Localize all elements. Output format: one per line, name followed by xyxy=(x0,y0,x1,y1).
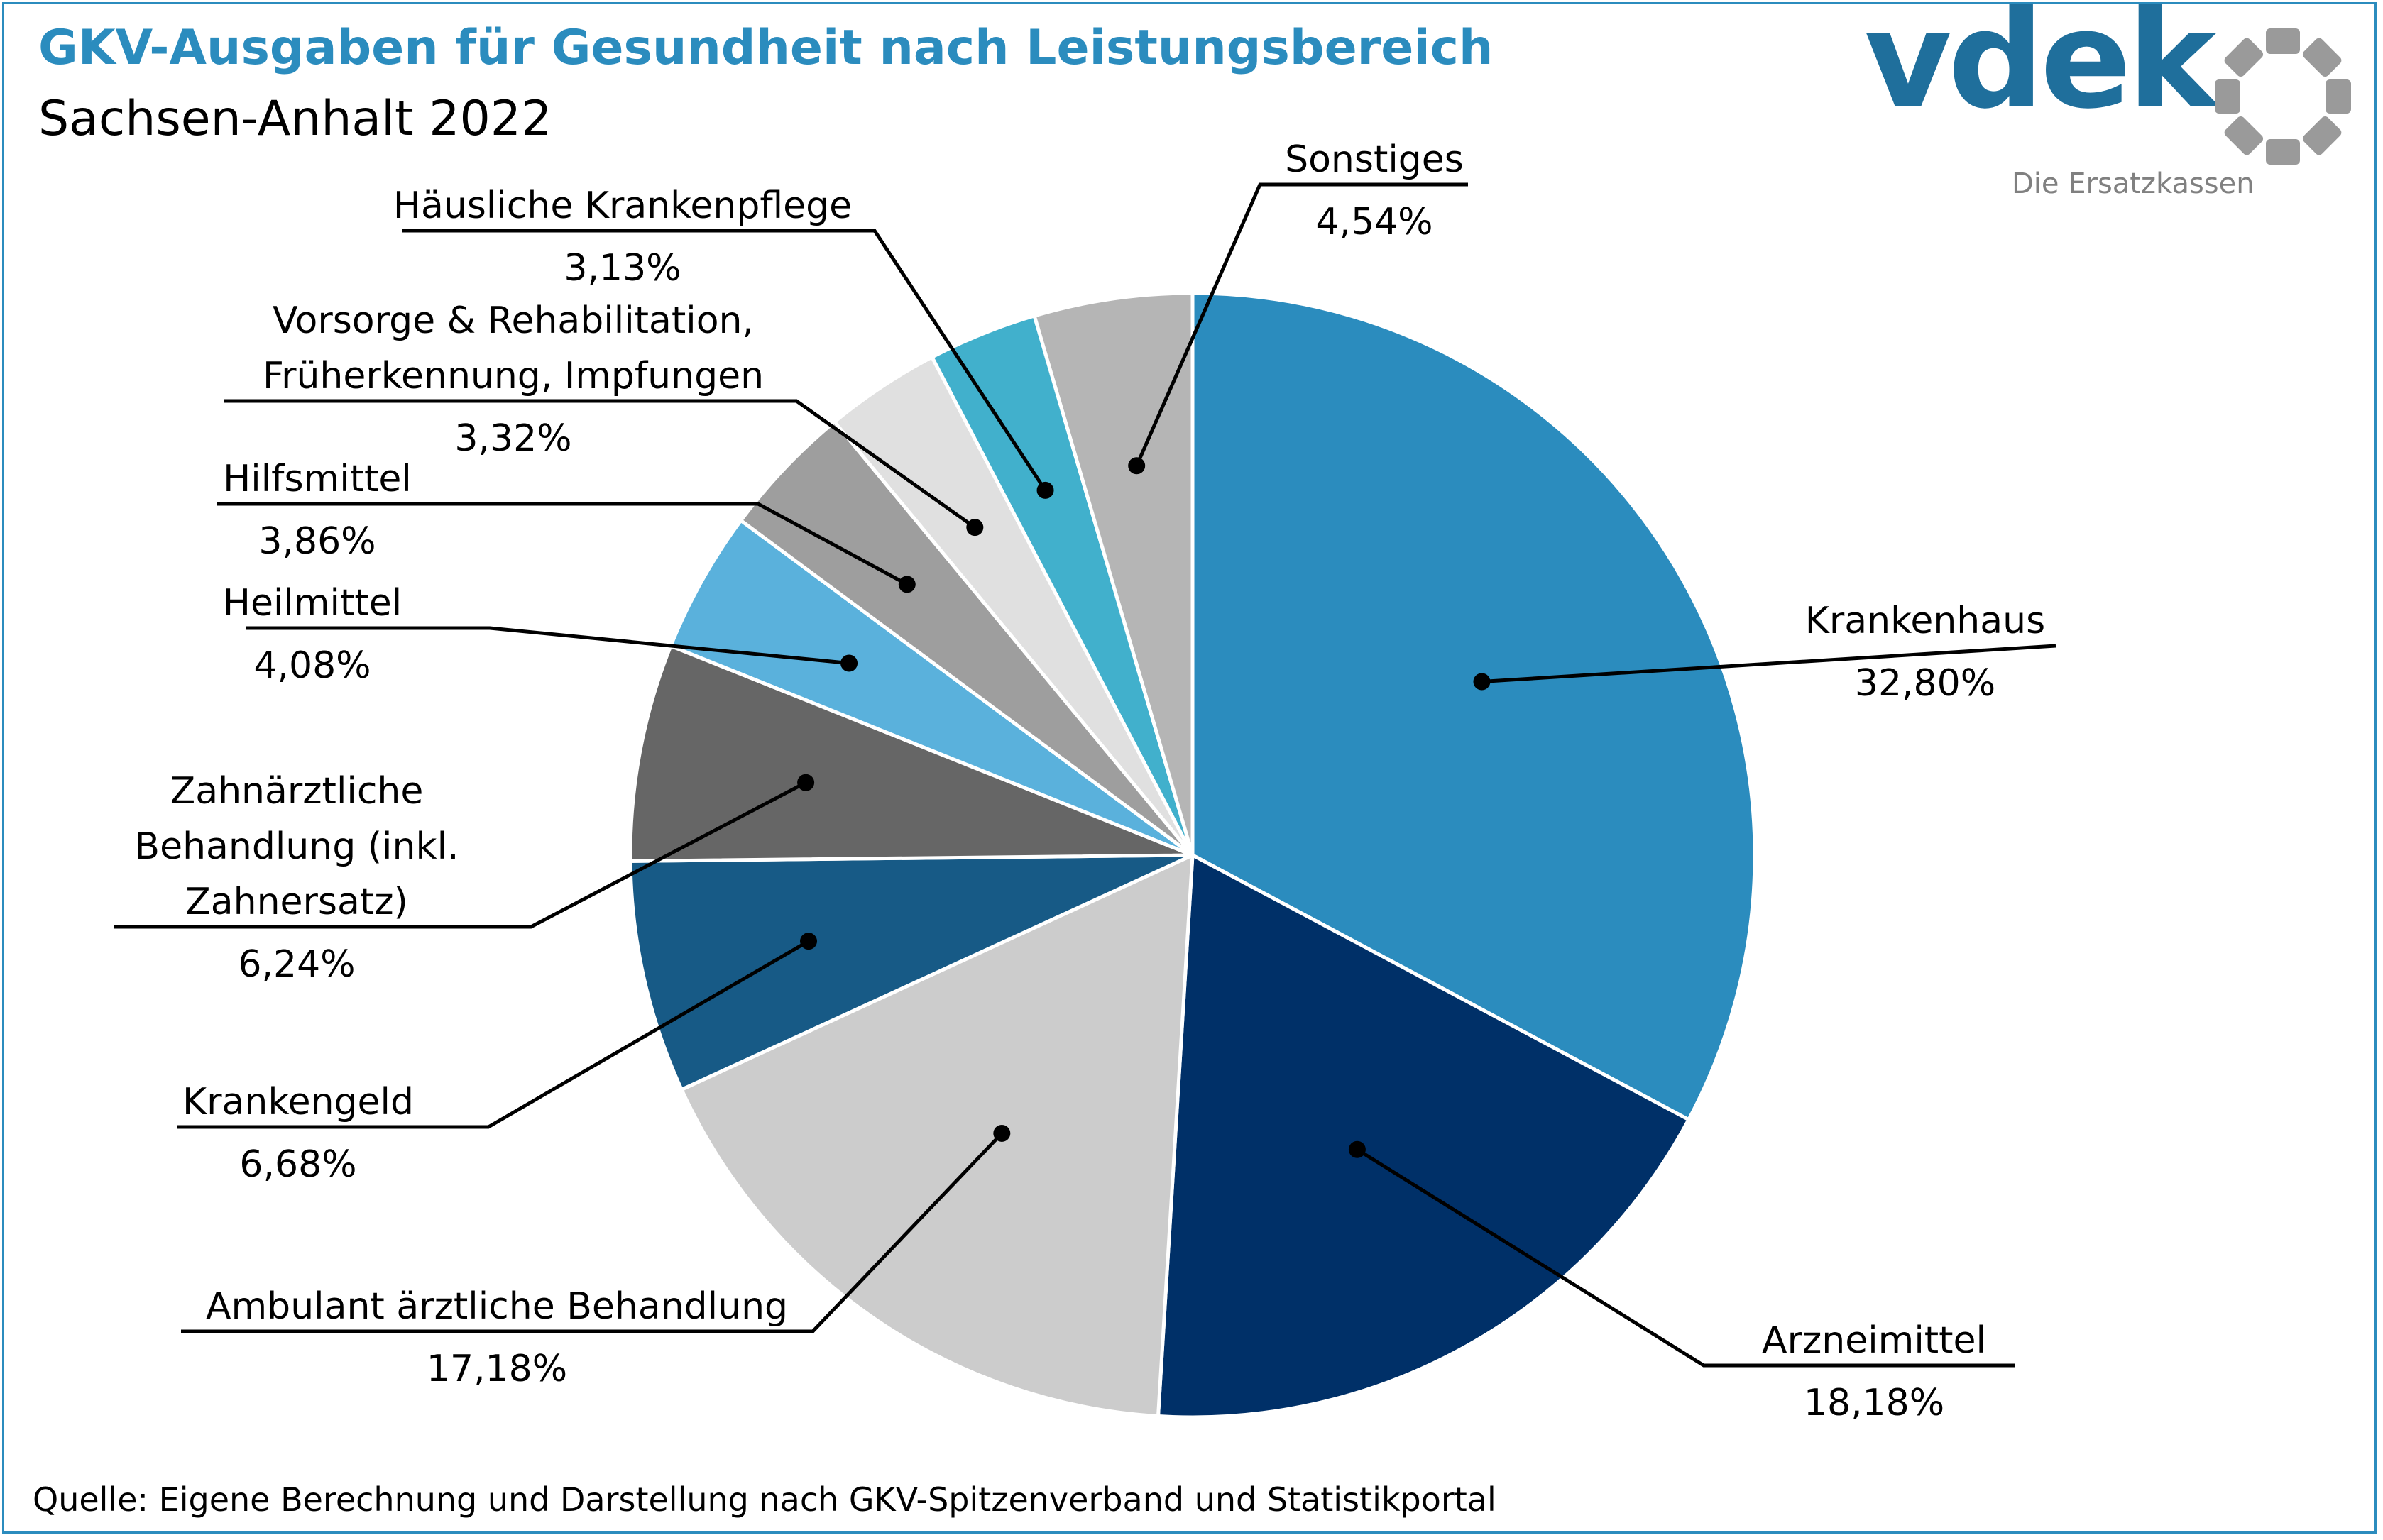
callout-line xyxy=(402,229,1047,492)
callout-dot xyxy=(898,576,916,593)
source-note: Quelle: Eigene Berechnung und Darstellun… xyxy=(33,1480,1496,1519)
vdek-logo: vdek Die Ersatzkassen xyxy=(1850,0,2361,203)
slice-label: Zahnärztliche xyxy=(170,770,424,813)
pie-slice xyxy=(669,518,1195,857)
callout-line xyxy=(181,1132,1004,1333)
pie-callouts: Krankenhaus 32,80% Arzneimittel 18,18% Ambul… xyxy=(114,138,2056,1424)
logo-ring-segment xyxy=(2266,139,2300,165)
logo-ring-segment xyxy=(2215,79,2240,114)
callout-line xyxy=(217,502,908,586)
logo-ring-segment xyxy=(2302,116,2342,155)
slice-value-label: 6,24% xyxy=(238,943,355,986)
slice-label: Ambulant ärztliche Behandlung xyxy=(206,1285,788,1328)
callout-dot xyxy=(1348,1140,1366,1158)
slice-label: Arzneimittel xyxy=(1762,1319,1986,1362)
callout-dot xyxy=(800,933,818,950)
callout-line xyxy=(114,781,807,929)
slice-label: Krankengeld xyxy=(182,1081,414,1123)
pie-slice xyxy=(679,853,1195,1419)
slice-value-label: 18,18% xyxy=(1804,1382,1944,1424)
logo-ring-segment xyxy=(2224,116,2264,155)
callout-line xyxy=(1134,182,1468,467)
slice-label: Sonstiges xyxy=(1285,138,1464,181)
pie-slices xyxy=(628,291,1757,1419)
logo-ring-segment xyxy=(2302,38,2342,77)
slice-value-label: 3,32% xyxy=(454,417,571,460)
pie-slice xyxy=(628,644,1195,863)
callout-dot xyxy=(966,519,984,537)
callout-dot xyxy=(1036,481,1054,499)
slice-label: Krankenhaus xyxy=(1805,600,2045,642)
slice-value-label: 17,18% xyxy=(427,1348,567,1390)
slice-value-label: 3,86% xyxy=(258,520,376,563)
segmented-ring-icon xyxy=(2215,28,2351,165)
callout-dot xyxy=(1473,673,1491,691)
slice-value-label: 6,68% xyxy=(239,1143,356,1186)
pie-slice xyxy=(628,853,1195,1091)
pie-slice xyxy=(1156,853,1691,1419)
logo-wordmark: vdek xyxy=(1864,0,2217,138)
slice-value-label: 3,13% xyxy=(564,247,681,290)
slice-label: Früherkennung, Impfungen xyxy=(263,355,764,397)
slice-label: Behandlung (inkl. xyxy=(134,825,459,868)
slice-label: Zahnersatz) xyxy=(185,881,408,923)
callout-dot xyxy=(797,774,815,791)
slice-label: Vorsorge & Rehabilitation, xyxy=(273,299,754,342)
slice-value-label: 4,54% xyxy=(1315,201,1432,243)
slice-value-label: 32,80% xyxy=(1855,662,1995,705)
callout-line xyxy=(177,940,810,1129)
slice-label: Hilfsmittel xyxy=(223,458,412,500)
pie-slice xyxy=(1032,291,1195,857)
callout-dot xyxy=(1128,457,1146,475)
callout-dot xyxy=(840,654,858,672)
callout-line xyxy=(246,626,850,666)
slice-label: Heilmittel xyxy=(223,582,402,625)
slice-value-label: 4,08% xyxy=(253,644,371,687)
logo-ring-segment xyxy=(2326,79,2351,114)
logo-ring-segment xyxy=(2224,38,2264,77)
callout-line xyxy=(1481,644,2056,683)
callout-dot xyxy=(993,1124,1011,1142)
callout-line xyxy=(1356,1148,2015,1368)
pie-slice xyxy=(739,419,1195,857)
slice-label: Häusliche Krankenpflege xyxy=(393,185,852,227)
logo-ring-segment xyxy=(2266,28,2300,54)
chart-subtitle: Sachsen-Anhalt 2022 xyxy=(38,91,552,147)
pie-slice xyxy=(1190,291,1757,1122)
logo-tagline: Die Ersatzkassen xyxy=(2012,167,2255,200)
chart-title: GKV-Ausgaben für Gesundheit nach Leistun… xyxy=(38,20,1494,76)
callout-line xyxy=(224,399,976,529)
